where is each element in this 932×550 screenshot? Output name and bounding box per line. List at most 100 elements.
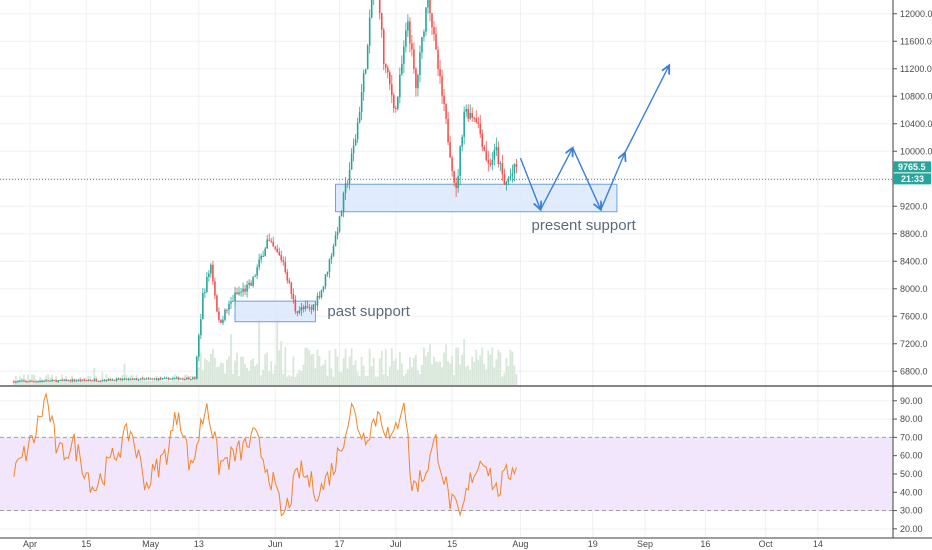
projection-arrows [519, 65, 669, 209]
volume-bar [318, 356, 321, 385]
candle-body [306, 306, 309, 308]
volume-bar [467, 365, 470, 385]
candle-body [505, 182, 508, 185]
volume-bar [67, 381, 70, 385]
volume-bar [499, 352, 502, 385]
volume-bar [77, 378, 80, 385]
volume-bar [378, 358, 381, 385]
volume-bar [272, 373, 275, 385]
candle-body [358, 111, 361, 123]
candle-body [280, 255, 283, 261]
candle-body [177, 377, 180, 380]
candle-body [485, 150, 488, 160]
volume-bar [296, 373, 299, 385]
volume-bar [216, 366, 218, 385]
volume-bar [340, 372, 343, 385]
candle-body [360, 91, 363, 112]
candle-body [475, 118, 478, 123]
volume-bar [477, 360, 480, 385]
candle-body [27, 381, 29, 383]
volume-bar [153, 380, 156, 385]
volume-bar [99, 380, 102, 385]
x-tick-label: Jul [390, 539, 402, 549]
candle-body [262, 255, 264, 257]
volume-bar [133, 378, 136, 385]
rsi-line [13, 392, 517, 517]
candle-body [352, 145, 355, 154]
volume-bar [139, 378, 142, 385]
rsi-tick-label: 20.00 [900, 524, 923, 534]
volume-bar [348, 356, 351, 385]
candle-body [230, 301, 232, 304]
candle-body [61, 379, 63, 381]
candle-body [153, 378, 156, 380]
candle-body [409, 21, 411, 44]
axes: Apr 15 May 13 Jun 17 Jul 15 Aug 19 Sep 16 Oct 14 12000… [0, 9, 932, 549]
volume-bar [264, 354, 267, 385]
candle-body [344, 183, 347, 194]
candle-body [113, 379, 116, 381]
candle-body [15, 381, 17, 383]
candle-body [302, 307, 305, 309]
candle-body [185, 377, 188, 380]
candle-body [274, 246, 277, 249]
candle-body [419, 52, 421, 76]
volume-bar [485, 369, 488, 385]
volume-bar [165, 379, 168, 385]
candle-body [407, 21, 409, 31]
candle-body [449, 142, 451, 158]
candle-body [366, 45, 369, 70]
volume-bar [413, 357, 415, 385]
candle-body [453, 171, 455, 183]
volume-bar [366, 375, 369, 385]
price-tick-label: 11600.0 [900, 36, 932, 46]
volume-bar [75, 379, 78, 385]
x-tick-label: Aug [512, 539, 528, 549]
candle-body [131, 378, 134, 380]
volume-bar [481, 347, 484, 385]
volume-bar [59, 381, 62, 385]
candle-body [200, 319, 202, 336]
candle-body [256, 267, 258, 276]
candle-body [224, 309, 226, 320]
candle-body [17, 381, 19, 383]
candle-body [165, 377, 168, 379]
price-tick-label: 11200.0 [900, 64, 932, 74]
candle-body [382, 29, 385, 65]
volume-bar [280, 341, 283, 385]
candle-body [196, 356, 198, 379]
volume-bar [368, 348, 371, 385]
candle-body [33, 381, 35, 383]
candle-body [395, 108, 397, 110]
volume-bar [119, 377, 122, 385]
candle-body [378, 0, 381, 14]
candle-body [332, 246, 335, 256]
candle-body [95, 379, 98, 381]
volume-bar [503, 372, 506, 385]
volume-bar [334, 348, 337, 385]
volume-bar [278, 350, 281, 385]
candle-body [388, 72, 391, 85]
volume-bar [415, 355, 417, 385]
candle-body [399, 74, 401, 98]
candle-body [338, 216, 341, 232]
candle-body [45, 380, 47, 382]
candle-body [292, 293, 295, 300]
volume-bar [159, 376, 162, 385]
volume-bar [463, 339, 466, 385]
price-tick-label: 7200.0 [900, 339, 928, 349]
volume-bar [306, 348, 309, 385]
candle-body [491, 159, 494, 165]
candle-body [288, 280, 291, 283]
candle-body [254, 275, 256, 277]
candles [13, 0, 518, 384]
candle-body [226, 309, 228, 311]
candle-body [192, 377, 194, 380]
x-tick-label: May [142, 539, 160, 549]
x-tick-label: Oct [759, 539, 774, 549]
candle-body [167, 377, 170, 380]
volume-bar [346, 368, 349, 385]
volume-bar [242, 356, 244, 385]
candle-body [380, 13, 383, 30]
candle-body [141, 378, 144, 380]
